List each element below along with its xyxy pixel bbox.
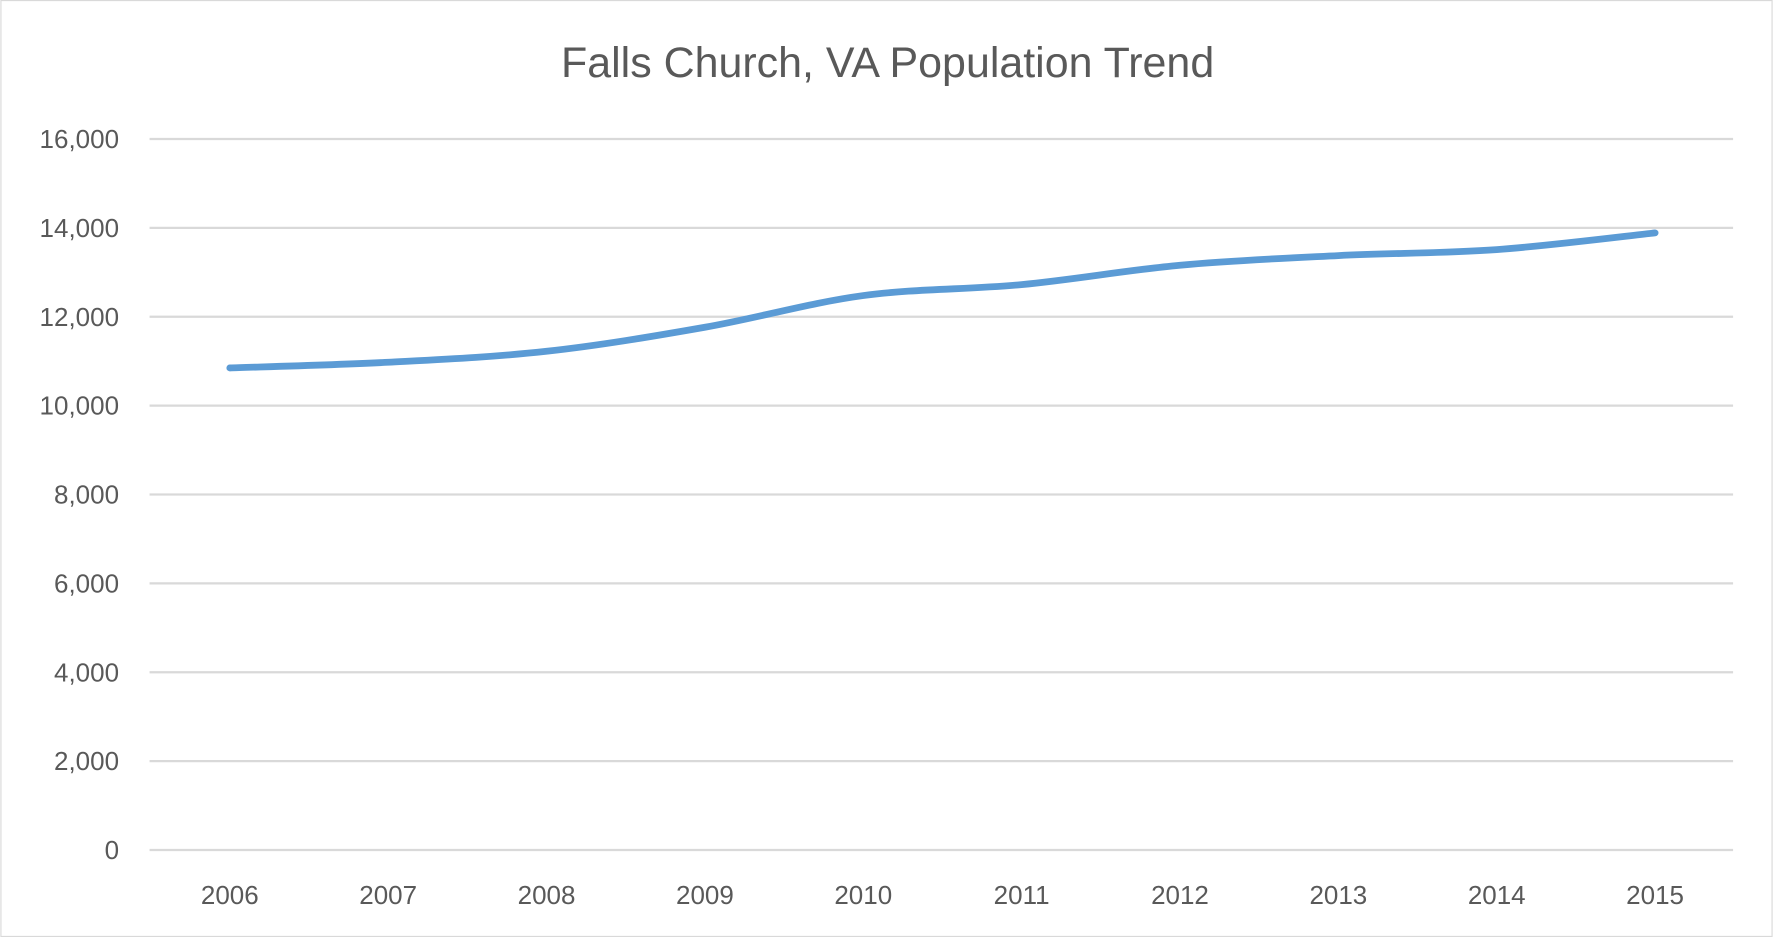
y-tick-label: 16,000 <box>40 124 119 154</box>
y-tick-label: 2,000 <box>54 746 119 776</box>
y-tick-label: 4,000 <box>54 657 119 687</box>
x-tick-label: 2006 <box>201 880 259 910</box>
y-tick-label: 6,000 <box>54 568 119 598</box>
y-tick-label: 10,000 <box>40 391 119 421</box>
x-tick-label: 2012 <box>1151 880 1209 910</box>
x-tick-label: 2010 <box>834 880 892 910</box>
chart-title: Falls Church, VA Population Trend <box>561 39 1214 87</box>
x-tick-label: 2008 <box>518 880 576 910</box>
x-tick-label: 2009 <box>676 880 734 910</box>
y-tick-label: 0 <box>105 835 119 865</box>
x-tick-label: 2007 <box>359 880 417 910</box>
x-tick-label: 2013 <box>1309 880 1367 910</box>
series-line <box>226 229 1659 372</box>
x-tick-label: 2011 <box>994 880 1050 910</box>
y-tick-label: 14,000 <box>40 213 119 243</box>
x-tick-label: 2014 <box>1468 880 1526 910</box>
y-tick-label: 12,000 <box>40 302 119 332</box>
y-tick-label: 8,000 <box>54 480 119 510</box>
x-tick-label: 2015 <box>1626 880 1684 910</box>
